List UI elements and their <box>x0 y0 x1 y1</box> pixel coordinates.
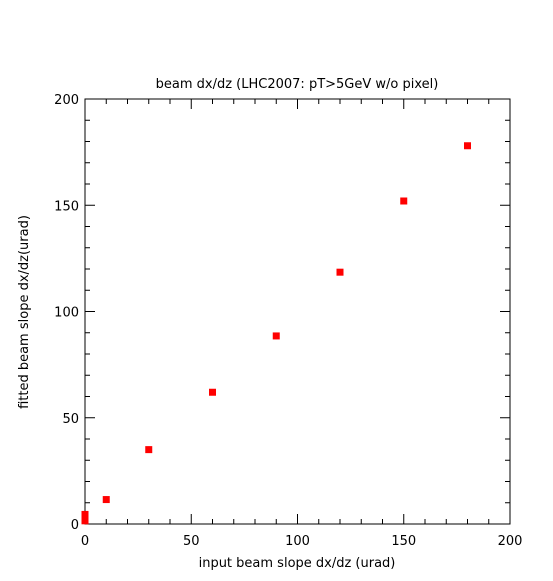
point-marker <box>272 332 280 340</box>
data-point <box>81 517 89 525</box>
x-tick-label: 0 <box>81 534 89 549</box>
x-tick-label: 100 <box>285 534 310 549</box>
x-tick-label: 50 <box>183 534 200 549</box>
data-point <box>464 142 471 150</box>
x-tick-label: 150 <box>391 534 416 549</box>
data-points <box>81 142 471 525</box>
y-tick-label: 100 <box>54 306 79 321</box>
x-tick-label: 200 <box>498 534 523 549</box>
data-point <box>336 268 344 276</box>
data-point <box>209 388 216 396</box>
plot-frame <box>84 98 511 525</box>
point-marker <box>81 510 89 518</box>
point-marker <box>400 197 408 205</box>
data-point <box>272 332 280 340</box>
data-point <box>81 510 89 518</box>
y-tick-label: 200 <box>54 93 79 108</box>
point-marker <box>145 446 153 454</box>
y-tick-label: 50 <box>62 412 79 427</box>
point-marker <box>464 142 471 150</box>
point-marker <box>209 388 216 396</box>
tick-labels: 0 50 100 150 200 0 50 100 150 200 <box>54 93 522 549</box>
data-point <box>145 446 153 454</box>
x-axis-label: input beam slope dx/dz (urad) <box>199 556 396 571</box>
data-point <box>102 496 110 504</box>
y-tick-label: 0 <box>71 518 79 533</box>
ticks <box>84 98 511 525</box>
axes <box>84 98 511 525</box>
y-tick-label: 150 <box>54 199 79 214</box>
point-marker <box>102 496 110 504</box>
point-marker <box>336 268 344 276</box>
chart-title: beam dx/dz (LHC2007: pT>5GeV w/o pixel) <box>156 77 439 92</box>
data-point <box>400 197 408 205</box>
y-axis-label: fitted beam slope dx/dz(urad) <box>17 215 32 409</box>
point-marker <box>81 517 89 525</box>
